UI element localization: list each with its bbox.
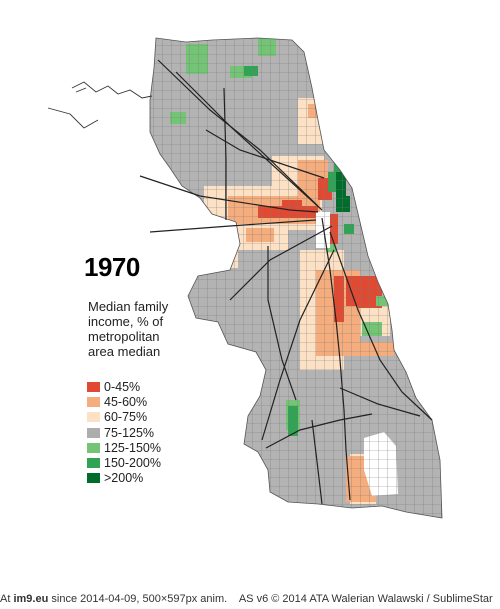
legend-item: 150-200% bbox=[87, 455, 161, 470]
street-grid bbox=[150, 38, 442, 518]
legend-title: Median family income, % of metropolitan … bbox=[88, 299, 218, 359]
legend-item: 60-75% bbox=[87, 410, 161, 425]
legend: 0-45% 45-60% 60-75% 75-125% 125-150% 150… bbox=[87, 379, 161, 486]
legend-label: 45-60% bbox=[104, 394, 148, 409]
legend-item: 125-150% bbox=[87, 440, 161, 455]
legend-label: 60-75% bbox=[104, 410, 148, 425]
footer-prefix: At bbox=[0, 593, 11, 605]
legend-title-line: area median bbox=[88, 344, 161, 359]
legend-swatch bbox=[87, 473, 100, 484]
legend-label: >200% bbox=[104, 471, 144, 486]
footer-version: AS v6 © 2014 ATA Walerian Walawski / Sub… bbox=[238, 593, 493, 605]
legend-title-line: metropolitan bbox=[88, 329, 160, 344]
footer-since: since 2014-04-09, 500×597px anim. bbox=[51, 593, 228, 605]
legend-item: 45-60% bbox=[87, 394, 161, 409]
legend-swatch bbox=[87, 458, 100, 469]
legend-swatch bbox=[87, 442, 100, 453]
legend-item: 75-125% bbox=[87, 425, 161, 440]
rail-lines bbox=[139, 59, 433, 505]
legend-label: 0-45% bbox=[104, 379, 141, 394]
legend-title-line: Median family bbox=[88, 299, 169, 314]
legend-title-line: income, % of bbox=[88, 314, 164, 329]
legend-item: >200% bbox=[87, 471, 161, 486]
city-outline bbox=[149, 37, 443, 519]
footer-site-link[interactable]: im9.eu bbox=[13, 593, 49, 605]
legend-swatch bbox=[87, 381, 100, 392]
legend-item: 0-45% bbox=[87, 379, 161, 394]
chicago-income-map bbox=[47, 37, 443, 519]
legend-label: 75-125% bbox=[104, 425, 155, 440]
legend-label: 150-200% bbox=[104, 456, 161, 471]
income-regions bbox=[150, 38, 442, 518]
airport-strip bbox=[47, 81, 153, 129]
legend-swatch bbox=[87, 412, 100, 423]
map-year-label: 1970 bbox=[84, 252, 140, 282]
legend-swatch bbox=[87, 427, 100, 438]
legend-label: 125-150% bbox=[104, 440, 161, 455]
footer-bar: At im9.eu since 2014-04-09, 500×597px an… bbox=[0, 590, 500, 609]
legend-swatch bbox=[87, 396, 100, 407]
